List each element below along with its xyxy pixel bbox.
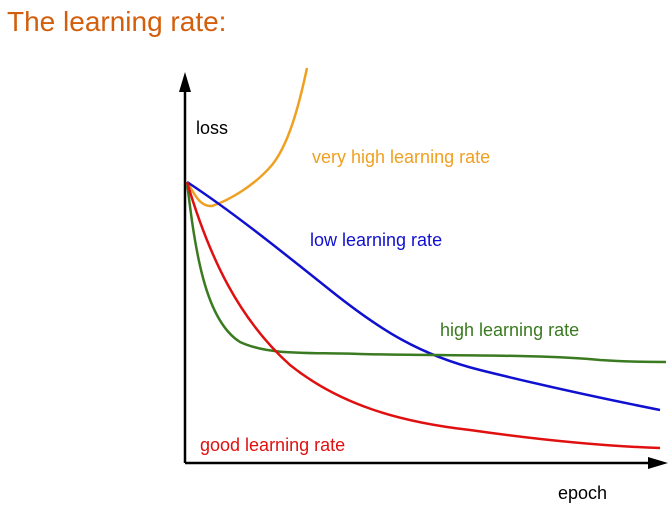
low-curve [186, 180, 661, 412]
curve-label: high learning rate [440, 320, 579, 340]
curve-label: very high learning rate [312, 147, 490, 167]
y-axis-arrow [179, 72, 191, 92]
x-axis-arrow [648, 457, 668, 469]
slide-title: The learning rate: [7, 6, 227, 37]
curve-label: good learning rate [200, 435, 345, 455]
very-high-curve [185, 67, 309, 208]
x-axis-label: epoch [558, 483, 607, 503]
y-axis-label: loss [196, 118, 228, 138]
curve-label: low learning rate [310, 230, 442, 250]
high-curve [185, 181, 667, 364]
good-curve [185, 181, 661, 450]
